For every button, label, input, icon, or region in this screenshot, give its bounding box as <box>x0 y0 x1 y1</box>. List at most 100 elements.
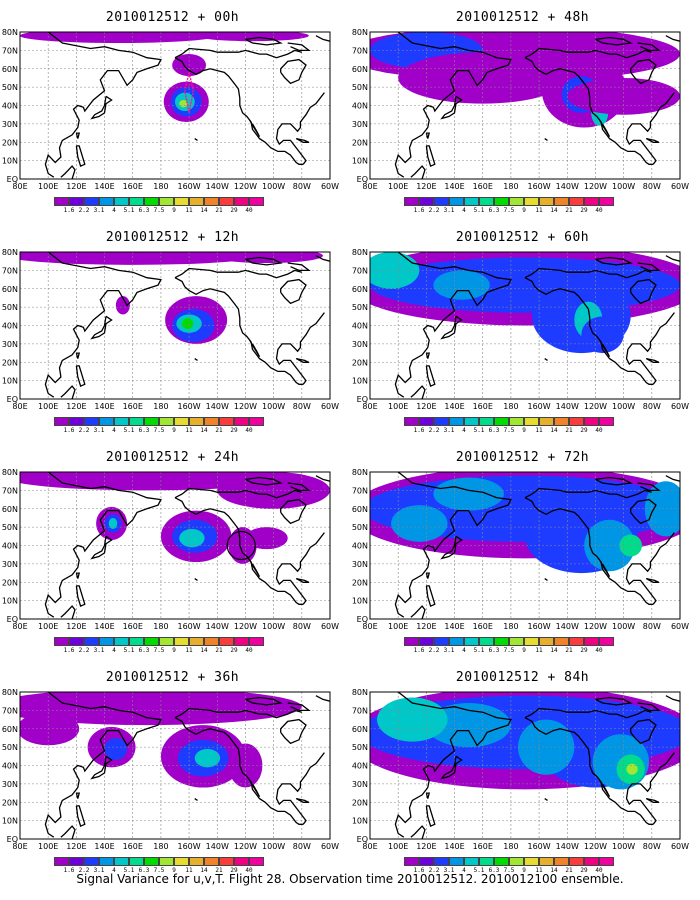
coastline <box>665 255 680 262</box>
lon-tick-label: 160W <box>527 622 550 631</box>
colorbar-swatch <box>249 197 264 206</box>
colorbar-level-label: 3.1 <box>93 647 105 654</box>
colorbar-level-label: 9 <box>522 427 526 434</box>
lat-tick-label: 50N <box>352 303 368 312</box>
colorbar-swatch <box>129 637 144 646</box>
coastline <box>174 707 302 719</box>
coastline <box>425 585 436 607</box>
lon-tick-label: 120E <box>66 842 86 851</box>
lon-tick-label: 160W <box>177 842 200 851</box>
variance-contour <box>391 505 448 542</box>
map-panel-60h: 2010012512 + 60h 80N 70N 60N 50N 40N 30N 20N 10N… <box>350 222 695 437</box>
coastline <box>44 692 162 838</box>
lat-tick-label: EQ <box>7 175 18 184</box>
lat-tick-label: 60N <box>2 65 18 74</box>
colorbar-swatch <box>129 857 144 866</box>
colorbar-level-label: 7.5 <box>153 867 165 874</box>
colorbar-level-label: 2.2 <box>428 207 440 214</box>
lat-tick-label: 70N <box>352 706 368 715</box>
lon-tick-label: 80W <box>643 402 661 411</box>
coastline <box>44 472 162 618</box>
colorbar-level-label: 4 <box>462 647 466 654</box>
lon-tick-label: 120W <box>234 622 257 631</box>
lon-tick-label: 80E <box>12 182 27 191</box>
colorbar-level-label: 40 <box>595 867 603 874</box>
coastline <box>630 58 657 85</box>
colorbar-swatch <box>464 637 479 646</box>
lon-tick-label: 180 <box>153 622 168 631</box>
variance-contour <box>584 519 635 572</box>
colorbar-level-label: 21 <box>565 207 573 214</box>
lat-tick-label: 70N <box>352 486 368 495</box>
colorbar-level-label: 6.3 <box>138 647 150 654</box>
colorbar-swatch <box>464 857 479 866</box>
variance-contour <box>433 270 490 300</box>
coastline <box>625 312 675 385</box>
coastline <box>599 339 611 358</box>
lon-tick-label: 160W <box>527 402 550 411</box>
coastline <box>280 498 307 525</box>
colorbar-swatch <box>84 197 99 206</box>
map-panel-12h: 2010012512 + 12h 80N 70N 60N 50N 40N 30N 20N 10N… <box>0 222 345 437</box>
coastline <box>425 352 431 359</box>
lat-tick-label: 80N <box>352 248 368 257</box>
panel-title: 2010012512 + 24h <box>105 450 240 465</box>
colorbar-level-label: 2.2 <box>78 647 90 654</box>
coastline <box>75 352 81 359</box>
coastline <box>425 805 436 827</box>
coastline <box>599 119 611 138</box>
colorbar-level-label: 1.6 <box>413 427 425 434</box>
lat-tick-label: 30N <box>352 560 368 569</box>
colorbar-level-label: 4 <box>462 207 466 214</box>
colorbar-swatch <box>539 857 554 866</box>
lat-tick-label: 80N <box>2 468 18 477</box>
colorbar-level-label: 2.2 <box>428 647 440 654</box>
lon-tick-label: 160E <box>123 182 143 191</box>
variance-contour <box>426 703 511 748</box>
coastline <box>595 696 633 706</box>
lon-tick-label: 140E <box>444 182 464 191</box>
coastline <box>425 792 431 799</box>
colorbar-level-label: 7.5 <box>503 207 515 214</box>
colorbar-level-label: 29 <box>580 647 588 654</box>
variance-contour <box>182 318 194 330</box>
colorbar-level-label: 4 <box>112 647 116 654</box>
colorbar-swatch <box>464 417 479 426</box>
colorbar-swatch <box>159 637 174 646</box>
coastline <box>315 475 330 482</box>
lat-tick-label: EQ <box>357 615 368 624</box>
colorbar-swatch <box>69 857 84 866</box>
colorbar-level-label: 5.1 <box>123 867 135 874</box>
colorbar-level-label: 14 <box>200 867 208 874</box>
colorbar-level-label: 3.1 <box>443 867 455 874</box>
lat-tick-label: 40N <box>352 762 368 771</box>
map-panel-84h: 2010012512 + 84h 80N 70N 60N 50N 40N 30N 20N 10N… <box>350 662 695 877</box>
lat-tick-label: 30N <box>352 780 368 789</box>
colorbar-level-label: 1.6 <box>413 207 425 214</box>
lat-tick-label: 20N <box>2 358 18 367</box>
lat-tick-label: 40N <box>2 762 18 771</box>
coastline <box>280 278 307 305</box>
colorbar-level-label: 5.1 <box>123 427 135 434</box>
colorbar-swatch <box>114 637 129 646</box>
lon-tick-label: 60W <box>321 402 339 411</box>
colorbar: 1.6 2.2 3.1 4 5.1 6.3 7.5 9 11 14 21 29 40 <box>54 637 264 656</box>
colorbar-swatch <box>449 637 464 646</box>
colorbar-swatch <box>234 197 249 206</box>
lat-tick-label: 40N <box>2 542 18 551</box>
colorbar-swatch <box>69 197 84 206</box>
lon-tick-label: 140W <box>556 842 579 851</box>
lon-tick-label: 120W <box>234 842 257 851</box>
colorbar-swatch <box>174 417 189 426</box>
coastline <box>75 805 86 827</box>
lon-tick-label: 80W <box>643 622 661 631</box>
colorbar-swatch <box>144 197 159 206</box>
colorbar-swatch <box>114 197 129 206</box>
coastline <box>174 47 302 59</box>
coastline <box>249 779 261 798</box>
coastline <box>440 95 463 120</box>
colorbar-level-label: 29 <box>230 207 238 214</box>
lon-tick-label: 100W <box>612 622 635 631</box>
